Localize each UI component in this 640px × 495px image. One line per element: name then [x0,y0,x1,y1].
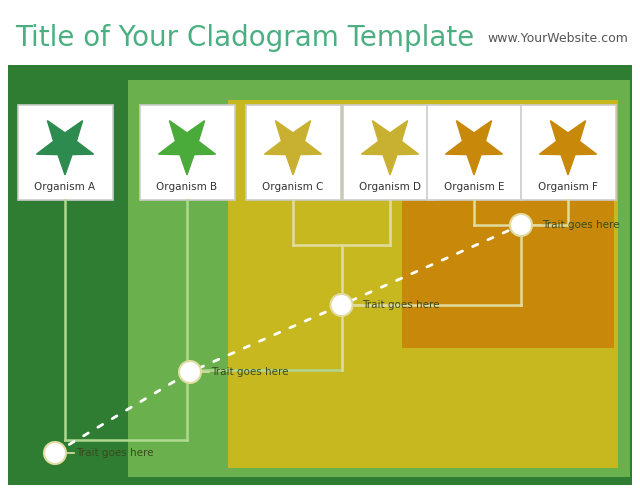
Polygon shape [540,121,596,175]
Text: Organism C: Organism C [262,182,324,192]
Bar [140,105,234,200]
Text: Title of Your Cladogram Template: Title of Your Cladogram Template [15,24,474,52]
Circle shape [330,294,353,316]
Polygon shape [159,121,216,175]
Polygon shape [362,121,419,175]
Bar [17,105,113,200]
Polygon shape [445,121,502,175]
Bar [426,105,522,200]
Bar [520,105,616,200]
Text: www.YourWebsite.com: www.YourWebsite.com [487,32,628,45]
Text: Trait goes here: Trait goes here [542,220,620,230]
Text: Organism A: Organism A [35,182,95,192]
Bar [402,118,614,348]
Circle shape [179,361,201,383]
Text: Organism B: Organism B [156,182,218,192]
Text: Trait goes here: Trait goes here [362,300,440,310]
Text: Trait goes here: Trait goes here [211,367,289,377]
Bar [246,105,340,200]
Bar [342,105,438,200]
Polygon shape [264,121,321,175]
Text: Organism E: Organism E [444,182,504,192]
Text: Trait goes here: Trait goes here [76,448,154,458]
Text: Organism F: Organism F [538,182,598,192]
Circle shape [44,442,66,464]
Bar [8,65,632,485]
Bar [128,80,630,477]
Polygon shape [36,121,93,175]
Circle shape [510,214,532,236]
Text: Organism D: Organism D [359,182,421,192]
Bar [228,100,618,468]
